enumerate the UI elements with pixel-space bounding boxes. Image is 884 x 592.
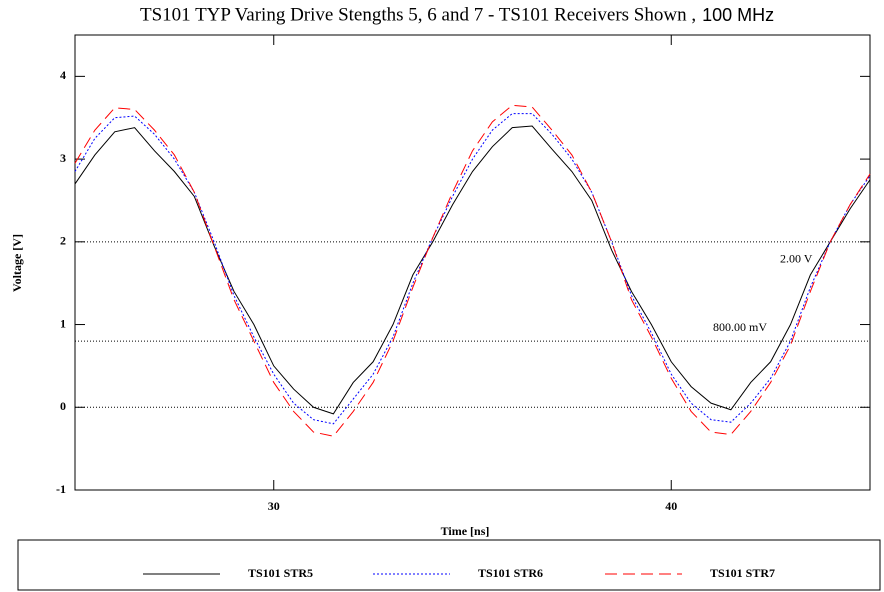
y-tick-label: 3 xyxy=(60,151,66,165)
y-axis-label: Voltage [V] xyxy=(10,234,24,292)
chart-subtitle: 100 MHz xyxy=(702,5,774,25)
y-tick-label: 4 xyxy=(60,68,66,82)
x-tick-label: 40 xyxy=(665,499,677,513)
plot-frame xyxy=(74,34,871,491)
reference-label: 800.00 mV xyxy=(713,320,767,334)
legend-label: TS101 STR7 xyxy=(710,566,775,580)
y-tick-label: 2 xyxy=(60,234,66,248)
y-tick-label: 0 xyxy=(60,399,66,413)
y-tick-label: 1 xyxy=(60,316,66,330)
reference-label: 2.00 V xyxy=(780,252,813,266)
legend-label: TS101 STR6 xyxy=(478,566,543,580)
x-tick-label: 30 xyxy=(268,499,280,513)
series-line xyxy=(74,104,871,437)
y-tick-label: -1 xyxy=(56,482,66,496)
legend-label: TS101 STR5 xyxy=(248,566,313,580)
legend-box xyxy=(17,539,881,591)
chart-title: TS101 TYP Varing Drive Stengths 5, 6 and… xyxy=(140,4,696,25)
series-line xyxy=(74,113,871,425)
x-axis-label: Time [ns] xyxy=(441,524,490,538)
series-line xyxy=(74,125,871,415)
